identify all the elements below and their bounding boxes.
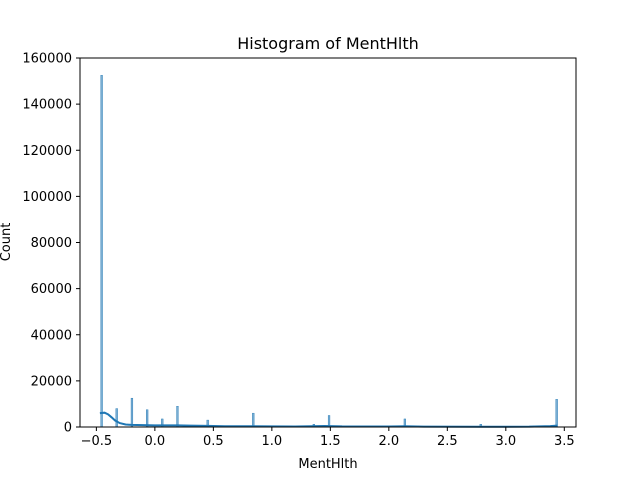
y-tick-label: 120000 — [22, 144, 72, 159]
x-tick-label: 1.5 — [320, 434, 341, 449]
histogram-bar — [252, 412, 255, 428]
x-tick-label: 2.5 — [437, 434, 458, 449]
x-tick-label: 3.0 — [495, 434, 516, 449]
histogram-bar — [176, 406, 179, 428]
x-tick-label: −0.5 — [81, 434, 113, 449]
y-tick-label: 80000 — [31, 236, 72, 251]
histogram-bar — [555, 399, 558, 428]
y-tick-label: 160000 — [22, 52, 72, 67]
y-tick-label: 40000 — [31, 328, 72, 343]
x-tick-label: 3.5 — [554, 434, 575, 449]
plot-frame — [79, 57, 577, 428]
histogram-bar — [130, 397, 134, 428]
y-tick-label: 20000 — [31, 374, 72, 389]
y-axis-ticks: 0 20000 40000 60000 80000 100000 120000 140000 1… — [22, 52, 80, 436]
x-axis-ticks: −0.5 0.0 0.5 1.0 1.5 2.0 2.5 3.0 3.5 — [81, 427, 575, 449]
x-tick-label: 0.5 — [203, 434, 224, 449]
x-tick-label: 0.0 — [145, 434, 166, 449]
x-axis-label: MentHlth — [298, 457, 357, 472]
y-tick-label: 60000 — [31, 282, 72, 297]
histogram-bars — [100, 75, 558, 428]
x-tick-label: 1.0 — [262, 434, 283, 449]
x-tick-label: 2.0 — [378, 434, 399, 449]
y-tick-label: 140000 — [22, 98, 72, 113]
histogram-bar — [100, 75, 103, 428]
y-tick-label: 100000 — [22, 190, 72, 205]
y-axis-label: Count — [0, 223, 14, 262]
chart-title: Histogram of MentHlth — [237, 34, 419, 53]
y-tick-label: 0 — [64, 421, 72, 436]
histogram-bar — [115, 408, 118, 428]
